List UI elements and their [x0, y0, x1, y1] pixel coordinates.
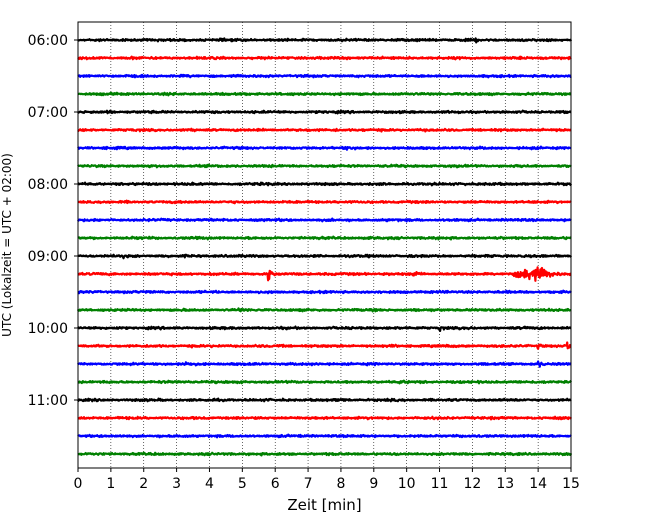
y-tick-label: 11:00: [28, 393, 68, 409]
seismic-trace: [77, 433, 572, 439]
grid-lines: [110, 22, 539, 468]
x-tick-label: 15: [562, 476, 580, 492]
seismic-trace: [77, 145, 572, 151]
x-tick-label: 6: [271, 476, 280, 492]
seismic-trace: [77, 253, 573, 260]
seismic-traces: [76, 37, 573, 457]
y-tick-label: 08:00: [28, 177, 68, 193]
seismic-trace: [76, 397, 572, 403]
x-tick-label: 4: [205, 476, 214, 492]
x-tick-label: 12: [463, 476, 481, 492]
y-axis-label: UTC (Lokalzeit = UTC + 02:00): [0, 153, 14, 337]
seismic-trace: [77, 415, 572, 421]
x-tick-label: 14: [529, 476, 547, 492]
x-tick-label: 2: [139, 476, 148, 492]
seismic-trace: [77, 73, 572, 79]
y-tick-label: 09:00: [28, 249, 68, 265]
x-tick-label: 0: [74, 476, 83, 492]
x-axis-ticks: 0 1 2 3 4 5 6 7 8 9 10 11 12 13 14 15: [74, 468, 580, 492]
x-axis-label: Zeit [min]: [287, 496, 361, 514]
x-tick-label: 1: [106, 476, 115, 492]
seismic-trace: [77, 37, 573, 44]
seismic-trace: [77, 163, 572, 169]
seismic-trace: [77, 341, 572, 350]
x-tick-label: 5: [238, 476, 247, 492]
x-tick-label: 7: [304, 476, 313, 492]
seismic-trace: [77, 91, 572, 97]
seismic-trace: [77, 235, 572, 241]
seismic-trace: [76, 307, 572, 313]
seismic-trace: [77, 451, 573, 457]
seismic-trace: [77, 360, 572, 368]
x-tick-label: 10: [398, 476, 416, 492]
seismic-trace: [77, 266, 572, 282]
y-tick-label: 07:00: [28, 105, 68, 121]
x-tick-label: 11: [431, 476, 449, 492]
seismic-trace: [77, 109, 572, 115]
seismic-trace: [77, 379, 572, 385]
x-tick-label: 3: [172, 476, 181, 492]
seismic-trace: [77, 217, 572, 223]
plot-frame: [77, 21, 572, 469]
x-tick-label: 8: [336, 476, 345, 492]
seismic-trace: [77, 181, 573, 187]
seismic-trace: [77, 55, 572, 61]
seismic-trace: [77, 127, 572, 133]
seismic-trace: [77, 325, 572, 332]
x-tick-label: 13: [496, 476, 514, 492]
y-tick-label: 06:00: [28, 33, 68, 49]
y-axis-ticks: 06:00 07:00 08:00 09:00 10:00 11:00: [28, 33, 78, 409]
seismic-trace: [77, 289, 572, 295]
x-tick-label: 9: [369, 476, 378, 492]
seismic-trace: [77, 199, 572, 205]
y-tick-label: 10:00: [28, 321, 68, 337]
